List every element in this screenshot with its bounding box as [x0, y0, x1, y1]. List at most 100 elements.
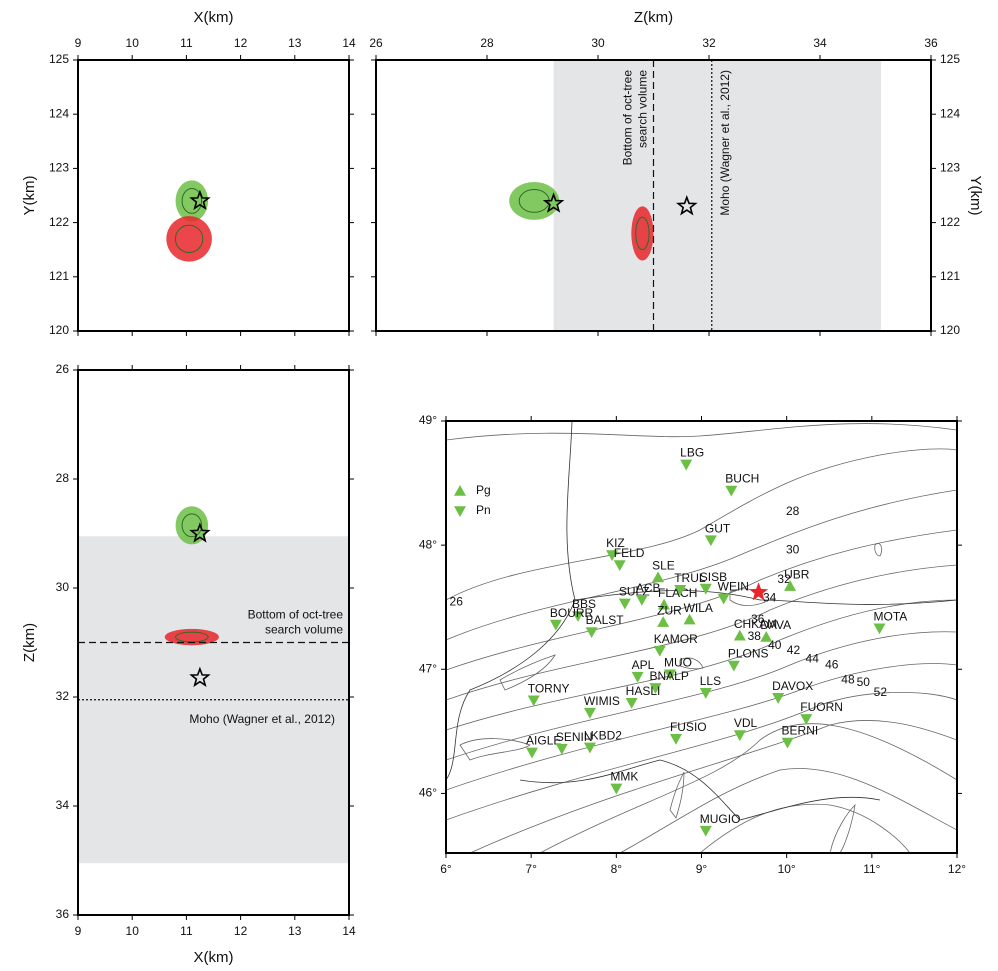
station-label: CHKAM: [734, 617, 777, 631]
contour-label: 52: [874, 685, 888, 699]
station-marker: [873, 623, 886, 635]
y-tick-label: 124: [49, 106, 69, 120]
station-marker: [652, 571, 665, 583]
station-marker: [658, 598, 671, 610]
station-label: UBR: [784, 567, 810, 581]
station-label: SENIN: [556, 730, 593, 744]
station-marker: [526, 747, 539, 759]
station-label: LLS: [700, 674, 721, 688]
contour-label: 28: [786, 504, 800, 518]
station-marker: [680, 459, 693, 471]
contour-label: 34: [763, 591, 777, 605]
contour-label: 30: [786, 542, 800, 556]
station-label: MUGIO: [700, 812, 741, 826]
station-marker: [631, 671, 644, 683]
x-tick-label: 32: [702, 36, 716, 50]
x-tick-label: 14: [342, 36, 356, 50]
error-ellipse: [181, 188, 203, 214]
x-tick-label: 9: [75, 36, 82, 50]
station-marker: [527, 695, 540, 707]
x-tick-label: 7°: [525, 862, 537, 876]
station-marker: [657, 616, 670, 627]
contour-label: 44: [806, 652, 820, 666]
y-tick-label: 123: [49, 161, 69, 175]
x-tick-label: 10°: [778, 862, 796, 876]
station-marker: [727, 660, 740, 672]
axes-frame: [77, 369, 350, 916]
annotation: search volume: [265, 623, 343, 637]
location-cloud: [509, 181, 560, 220]
x-tick-label: 12: [234, 924, 248, 938]
station-label: BERNI: [782, 724, 819, 738]
location-cloud: [175, 180, 209, 222]
y-tick-label: 46°: [419, 786, 437, 800]
x-tick-label: 34: [813, 36, 827, 50]
contour-label: 32: [777, 572, 791, 586]
station-marker: [549, 619, 562, 631]
x-tick-label: 26: [369, 36, 383, 50]
error-ellipse: [174, 224, 204, 254]
station-marker: [733, 629, 746, 641]
station-marker: [704, 535, 717, 547]
star-marker: [676, 194, 698, 216]
x-tick-label: 12°: [948, 862, 966, 876]
x-tick-label: 10: [126, 36, 140, 50]
x-axis-label: X(km): [194, 9, 234, 26]
station-marker: [649, 683, 662, 694]
station-marker: [625, 697, 638, 709]
station-label: KAMOR: [654, 632, 698, 646]
map-background: [446, 421, 957, 853]
y-axis-label: Y(km): [21, 176, 38, 216]
y-tick-label: 122: [940, 215, 960, 229]
station-marker: [583, 707, 596, 719]
y-tick-label: 48°: [419, 537, 437, 551]
station-marker: [610, 783, 623, 795]
station-marker: [699, 688, 712, 699]
contour-label: 38: [748, 629, 762, 643]
station-marker: [699, 825, 712, 837]
station-label: BUCH: [725, 472, 759, 486]
annotation: Bottom of oct-tree: [621, 70, 635, 166]
station-label: HASLI: [626, 684, 661, 698]
y-tick-label: 30: [56, 580, 70, 594]
x-axis-label: X(km): [194, 949, 234, 966]
error-ellipse: [181, 513, 203, 538]
y-tick-label: 120: [49, 323, 69, 337]
station-marker: [583, 742, 596, 754]
x-tick-label: 10: [126, 924, 140, 938]
station-label: ZUR: [657, 603, 682, 617]
location-cloud: [631, 206, 654, 261]
y-axis-label: Y(km): [967, 176, 984, 216]
x-axis-label: Z(km): [634, 9, 673, 26]
station-label: WIMIS: [584, 694, 620, 708]
error-ellipse: [635, 216, 650, 251]
station-marker: [800, 714, 813, 725]
x-tick-label: 12: [234, 36, 248, 50]
y-axis-label: Z(km): [21, 623, 38, 662]
station-label: PLONS: [728, 647, 769, 661]
station-label: FUORN: [800, 700, 843, 714]
station-marker: [653, 645, 666, 657]
station-label: FUSIO: [670, 720, 707, 734]
y-tick-label: 49°: [419, 413, 437, 427]
station-label: SLE: [652, 559, 675, 573]
station-label: BOURR: [550, 606, 594, 620]
station-marker: [784, 580, 797, 591]
location-cloud: [166, 216, 212, 262]
station-label: VDL: [734, 716, 758, 730]
station-label: TRUL: [674, 571, 706, 585]
station-label: KIZ: [606, 536, 625, 550]
station-label: FLACH: [658, 586, 697, 600]
station-marker: [781, 737, 794, 749]
station-label: FELD: [614, 546, 645, 560]
y-tick-label: 28: [56, 471, 70, 485]
station-label: SISB: [700, 570, 727, 584]
location-cloud: [175, 506, 209, 545]
station-marker: [585, 627, 598, 639]
station-marker: [635, 594, 648, 606]
x-tick-label: 9°: [696, 862, 708, 876]
station-label: BNALP: [650, 669, 689, 683]
y-tick-label: 121: [940, 269, 960, 283]
x-tick-label: 8°: [611, 862, 623, 876]
